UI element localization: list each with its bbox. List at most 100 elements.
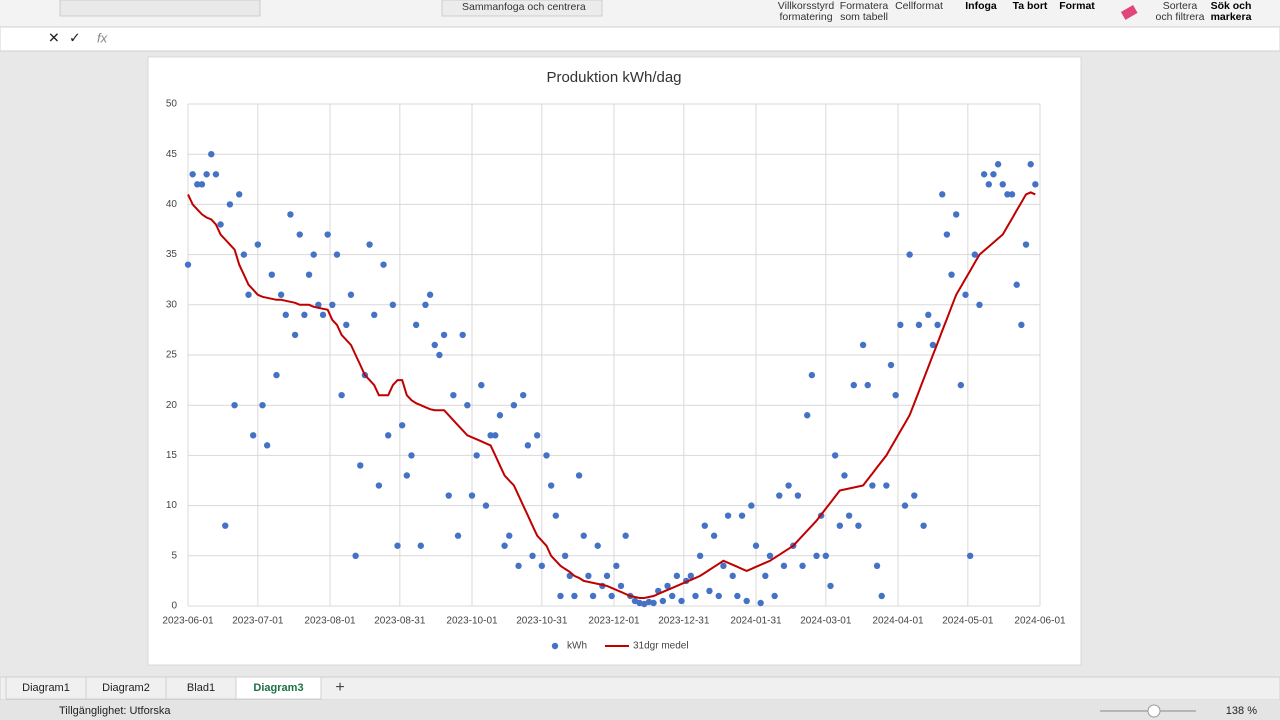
- data-point: [827, 582, 834, 590]
- y-tick-label: 25: [166, 350, 178, 361]
- data-point: [436, 351, 443, 359]
- data-point: [966, 552, 974, 559]
- data-point: [357, 462, 364, 469]
- legend-marker: [551, 642, 559, 650]
- data-point: [259, 402, 266, 409]
- sheet-tab-label[interactable]: Diagram3: [253, 682, 303, 694]
- data-point: [836, 522, 844, 529]
- ribbon-label[interactable]: Infoga: [965, 0, 997, 12]
- eraser-icon[interactable]: [1120, 5, 1138, 20]
- data-point: [533, 432, 541, 439]
- ribbon-label[interactable]: markera: [1211, 11, 1252, 23]
- data-point: [920, 522, 927, 529]
- data-point: [380, 261, 387, 268]
- data-point: [557, 592, 564, 600]
- data-point: [208, 151, 215, 158]
- data-point: [249, 432, 257, 439]
- data-point: [245, 291, 252, 298]
- x-tick-label: 2023-10-31: [516, 616, 568, 627]
- data-point: [678, 597, 685, 605]
- data-point: [650, 599, 657, 607]
- data-point: [939, 191, 946, 198]
- zoom-thumb[interactable]: [1147, 704, 1161, 718]
- data-point: [594, 542, 601, 549]
- add-sheet[interactable]: +: [335, 679, 344, 696]
- data-point: [529, 552, 536, 559]
- accessibility-status[interactable]: Tillgänglighet: Utforska: [59, 705, 171, 717]
- x-tick-label: 2023-07-01: [232, 616, 284, 627]
- data-point: [785, 482, 792, 489]
- data-point: [701, 522, 708, 529]
- data-point: [291, 331, 299, 339]
- y-tick-label: 0: [171, 601, 177, 612]
- data-point: [897, 321, 904, 329]
- merge-button[interactable]: [441, 0, 603, 17]
- data-point: [347, 291, 355, 298]
- data-point: [771, 592, 778, 600]
- data-point: [710, 532, 718, 539]
- chart-title: Produktion kWh/dag: [546, 69, 681, 86]
- cancel-icon[interactable]: ✕: [48, 30, 60, 46]
- ribbon-label[interactable]: Ta bort: [1013, 0, 1048, 12]
- data-point: [738, 512, 746, 519]
- data-point: [520, 391, 527, 399]
- data-point: [571, 592, 578, 600]
- data-point: [371, 311, 378, 319]
- y-tick-label: 10: [166, 500, 178, 511]
- x-tick-label: 2024-05-01: [942, 616, 994, 627]
- x-tick-label: 2023-06-01: [162, 616, 214, 627]
- x-tick-label: 2024-03-01: [800, 616, 852, 627]
- data-point: [841, 472, 848, 479]
- ribbon-label[interactable]: formatering: [779, 11, 832, 23]
- data-point: [971, 251, 979, 258]
- sheet-tab-label[interactable]: Blad1: [187, 682, 215, 694]
- sheet-tab-label[interactable]: Diagram1: [22, 682, 70, 694]
- data-point: [804, 412, 811, 419]
- data-point: [1018, 321, 1025, 329]
- sheet-tab-label[interactable]: Diagram2: [102, 682, 150, 694]
- data-point: [748, 502, 755, 509]
- data-point: [1032, 181, 1039, 188]
- data-point: [766, 552, 774, 559]
- data-point: [478, 381, 485, 389]
- data-point: [589, 592, 597, 600]
- font-controls[interactable]: [59, 0, 261, 17]
- data-point: [263, 442, 271, 449]
- data-point: [715, 592, 722, 600]
- data-point: [412, 321, 420, 329]
- data-point: [855, 522, 862, 529]
- status-bar: [0, 700, 1280, 720]
- ribbon-label[interactable]: Formatera: [840, 0, 889, 12]
- data-point: [343, 321, 350, 329]
- data-point: [296, 231, 303, 238]
- ribbon-label[interactable]: Sortera: [1163, 0, 1198, 12]
- data-point: [454, 532, 462, 539]
- legend-label: 31dgr medel: [633, 641, 689, 652]
- sheet-tab[interactable]: [235, 676, 322, 700]
- data-point: [547, 482, 555, 489]
- data-point: [212, 171, 220, 178]
- data-point: [389, 301, 397, 308]
- ribbon-label[interactable]: som tabell: [840, 11, 888, 23]
- ribbon-label[interactable]: Sök och: [1211, 0, 1252, 12]
- data-point: [617, 582, 625, 590]
- data-point: [813, 552, 820, 559]
- ribbon-label[interactable]: och filtrera: [1155, 11, 1204, 23]
- ribbon-label[interactable]: Format: [1059, 0, 1095, 12]
- x-tick-label: 2023-08-01: [304, 616, 356, 627]
- data-point: [352, 552, 359, 559]
- ribbon-label[interactable]: Cellformat: [895, 0, 943, 12]
- data-point: [394, 542, 401, 549]
- confirm-icon[interactable]: ✓: [69, 30, 81, 46]
- moving-average-line: [187, 191, 1036, 599]
- data-point: [850, 381, 857, 389]
- ribbon-label[interactable]: Villkorsstyrd: [778, 0, 835, 12]
- data-point: [757, 599, 764, 607]
- data-point: [468, 492, 476, 499]
- data-point: [226, 201, 234, 208]
- x-tick-label: 2023-08-31: [374, 616, 426, 627]
- data-point: [776, 492, 783, 499]
- data-point: [440, 331, 448, 339]
- data-point: [301, 311, 308, 319]
- formula-bar[interactable]: [0, 26, 1280, 52]
